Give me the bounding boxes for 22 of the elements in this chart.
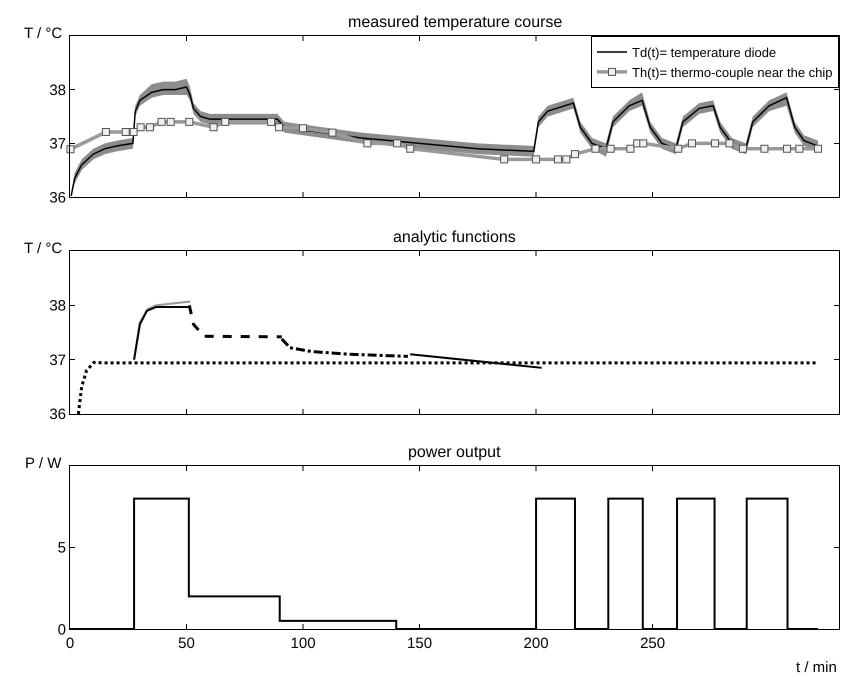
y-axis-title: P / W — [25, 455, 62, 472]
legend-label: Td(t)= temperature diode — [632, 45, 776, 60]
x-axis-title: t / min — [796, 659, 837, 676]
y-tick-label: 38 — [49, 82, 66, 99]
y-tick-label: 37 — [49, 136, 66, 153]
chart-title: analytic functions — [393, 229, 516, 246]
x-tick-label: 150 — [407, 635, 432, 652]
y-tick-label: 36 — [49, 406, 66, 424]
y-tick-label: 5 — [58, 540, 66, 557]
y-tick-label: 38 — [49, 298, 66, 315]
y-tick-label: 0 — [58, 621, 66, 638]
chart-title: power output — [408, 444, 502, 461]
chart-title: measured temperature course — [348, 14, 562, 31]
y-axis-title: T / °C — [24, 240, 62, 257]
y-axis-title: T / °C — [24, 25, 62, 42]
x-tick-label: 100 — [290, 635, 316, 652]
y-tick-label: 37 — [49, 352, 66, 369]
x-tick-label: 200 — [524, 635, 549, 652]
legend-label: Th(t)= thermo-couple near the chip — [632, 64, 833, 80]
x-tick-label: 250 — [640, 635, 666, 652]
y-tick-label: 36 — [49, 189, 66, 206]
x-tick-label: 50 — [178, 635, 195, 652]
